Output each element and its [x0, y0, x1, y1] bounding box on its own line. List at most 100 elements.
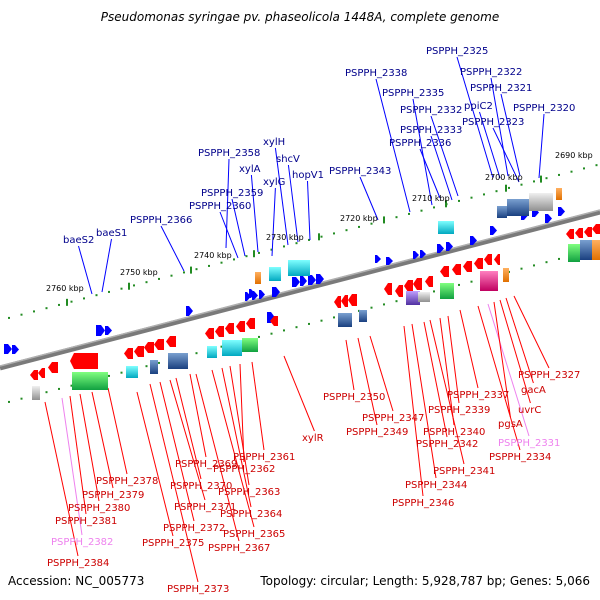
gene-feature-box	[556, 188, 562, 200]
scale-label: 2760 kbp	[46, 284, 84, 293]
gene-label-reverse: PSPPH_2367	[208, 543, 270, 554]
leader-line	[430, 135, 453, 201]
inner-scale-dot	[283, 329, 285, 332]
reverse-gene	[425, 276, 433, 287]
inner-scale-dot	[333, 316, 335, 319]
gene-label-forward: hopV1	[292, 170, 324, 181]
inner-scale-dot	[270, 332, 273, 335]
inner-scale-dot	[70, 384, 73, 387]
gene-feature-box	[126, 366, 138, 378]
leader-line	[160, 225, 185, 272]
leader-line	[487, 303, 530, 437]
gene-label-reverse: uvrC	[518, 405, 541, 416]
outer-scale-dot	[133, 284, 135, 287]
leader-line	[439, 317, 455, 426]
outer-scale-dot	[183, 271, 185, 274]
gene-label-reverse: PSPPH_2349	[346, 427, 408, 438]
reverse-gene	[215, 326, 224, 337]
forward-gene	[308, 275, 316, 285]
outer-scale-dot	[470, 196, 473, 199]
leader-line	[499, 299, 531, 404]
leader-line	[239, 363, 245, 463]
gene-label-reverse: PSPPH_2362	[213, 464, 275, 475]
leader-line	[149, 383, 199, 583]
inner-scale-dot	[145, 365, 148, 368]
reverse-gene	[134, 346, 144, 357]
outer-scale-dot	[83, 297, 85, 300]
leader-line	[61, 397, 83, 536]
gene-label-reverse: pgsA	[498, 419, 523, 430]
gene-label-reverse: PSPPH_2327	[518, 370, 580, 381]
leader-line	[219, 211, 239, 259]
gene-label-reverse: PSPPH_2372	[163, 523, 225, 534]
reverse-gene	[384, 283, 392, 295]
leader-line	[221, 367, 252, 508]
map-title: Pseudomonas syringae pv. phaseolicola 14…	[100, 10, 500, 24]
outer-scale-dot	[58, 303, 60, 306]
reverse-gene	[225, 323, 234, 334]
leader-line	[456, 56, 494, 179]
outer-scale-dot	[295, 242, 298, 245]
gene-feature-box	[359, 310, 367, 322]
gene-feature-box	[269, 267, 281, 281]
outer-scale-dot	[320, 235, 323, 238]
forward-gene	[12, 345, 19, 354]
leader-line	[505, 297, 534, 384]
scale-label: 2750 kbp	[120, 268, 158, 277]
forward-gene	[4, 344, 12, 354]
reverse-gene	[452, 264, 461, 275]
gene-label-reverse: PSPPH_2334	[489, 452, 551, 463]
outer-scale-dot	[558, 173, 560, 176]
leader-line	[195, 373, 240, 542]
scale-tick	[253, 250, 255, 258]
inner-scale-dot	[45, 391, 48, 394]
inner-scale-dot	[395, 300, 398, 303]
gene-feature-box	[168, 353, 188, 369]
outer-scale-dot	[208, 264, 210, 267]
outer-scale-dot	[283, 245, 285, 248]
reverse-gene	[124, 348, 133, 359]
gene-label-reverse: PSPPH_2381	[55, 516, 117, 527]
leader-line	[175, 377, 202, 480]
leader-line	[78, 245, 93, 295]
leader-line	[492, 127, 520, 183]
outer-scale-dot	[458, 199, 460, 202]
leader-line	[513, 295, 550, 369]
outer-scale-dot	[508, 186, 510, 189]
inner-scale-dot	[370, 306, 373, 309]
scale-tick	[505, 184, 507, 192]
leader-line	[430, 115, 459, 197]
outer-scale-dot	[570, 170, 573, 173]
gene-label-reverse: PSPPH_2378	[96, 476, 158, 487]
inner-scale-dot	[220, 345, 223, 348]
forward-gene	[259, 290, 265, 299]
leader-line	[91, 391, 114, 489]
leader-line	[490, 77, 509, 177]
outer-scale-dot	[495, 190, 498, 193]
gene-label-reverse: xylR	[302, 433, 324, 444]
forward-gene	[386, 257, 393, 265]
forward-gene	[292, 277, 300, 287]
gene-feature-box	[418, 292, 430, 302]
leader-line	[189, 373, 207, 458]
genome-backbone-highlight	[0, 209, 600, 367]
leader-line	[447, 315, 460, 404]
outer-scale-dot	[520, 183, 523, 186]
gene-label-forward: PSPPH_2333	[400, 125, 462, 136]
leader-line	[274, 147, 289, 246]
gene-label-reverse: PSPPH_2342	[416, 439, 478, 450]
forward-gene	[420, 250, 426, 258]
inner-scale-dot	[195, 352, 198, 355]
inner-scale-dot	[158, 361, 160, 364]
reverse-gene	[592, 224, 600, 234]
inner-scale-dot	[295, 326, 298, 329]
gene-feature-box	[529, 193, 553, 211]
scale-tick	[190, 266, 192, 274]
inner-scale-dot	[558, 257, 560, 260]
reverse-gene	[584, 227, 592, 237]
gene-label-reverse: PSPPH_2380	[68, 503, 130, 514]
reverse-gene	[413, 278, 422, 290]
forward-gene	[446, 242, 453, 251]
forward-gene	[249, 289, 255, 298]
